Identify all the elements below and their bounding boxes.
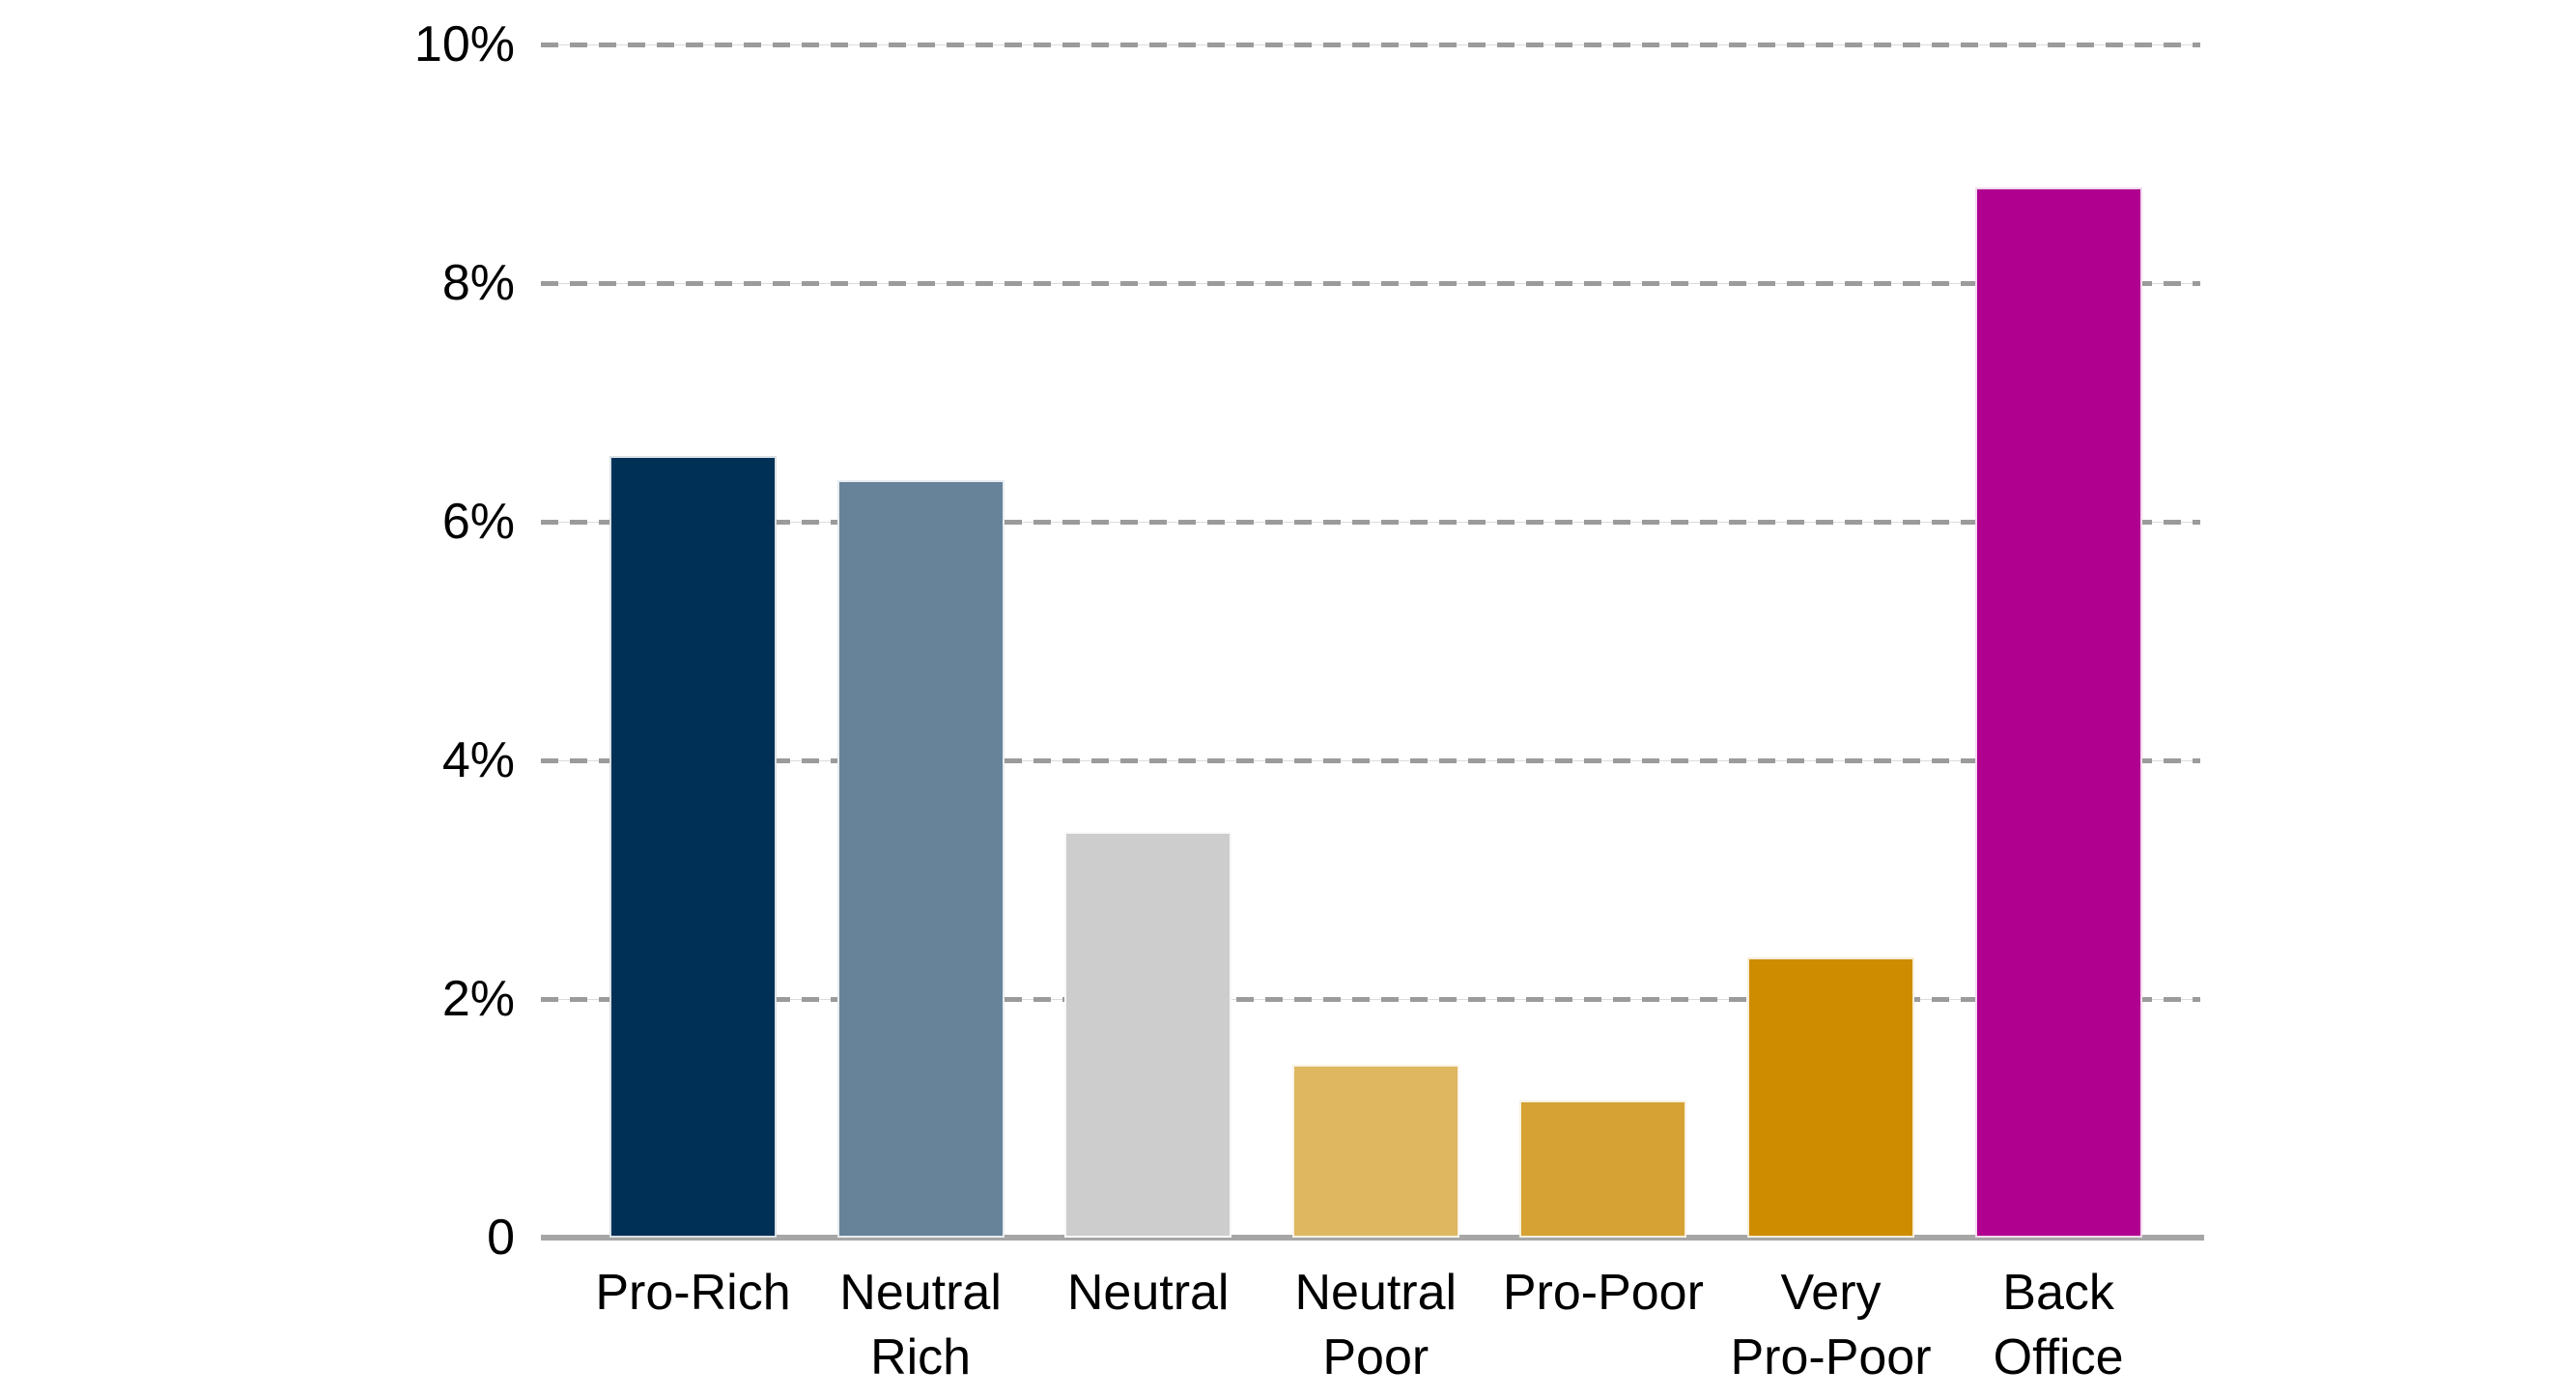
gridline xyxy=(541,281,2200,286)
bar xyxy=(1291,1064,1459,1238)
gridline xyxy=(541,520,2200,525)
gridline xyxy=(541,43,2200,47)
bar xyxy=(1064,832,1232,1238)
gridline xyxy=(541,758,2200,763)
x-axis-label: Back Office xyxy=(1993,1265,2124,1385)
x-axis-label: Neutral Poor xyxy=(1294,1265,1458,1385)
x-axis-label: Pro-Rich xyxy=(595,1265,791,1321)
bar xyxy=(1747,956,1914,1238)
bar xyxy=(836,479,1005,1238)
bar xyxy=(1974,187,2142,1238)
y-axis-tick-label: 4% xyxy=(441,732,515,788)
y-axis-tick-label: 10% xyxy=(413,16,515,72)
gridline xyxy=(541,997,2200,1002)
x-axis-label: Very Pro-Poor xyxy=(1730,1265,1932,1385)
x-axis-label: Neutral xyxy=(1066,1265,1230,1321)
bar xyxy=(1519,1099,1687,1238)
x-axis-label: Neutral Rich xyxy=(839,1265,1002,1385)
y-axis-tick-label: 8% xyxy=(441,255,515,311)
y-axis-tick-label: 6% xyxy=(441,494,515,550)
bar xyxy=(609,456,777,1238)
x-axis-line xyxy=(541,1235,2204,1241)
y-axis-tick-label: 2% xyxy=(441,971,515,1027)
y-axis-tick-label: 0 xyxy=(487,1210,515,1266)
x-axis-label: Pro-Poor xyxy=(1502,1265,1704,1321)
